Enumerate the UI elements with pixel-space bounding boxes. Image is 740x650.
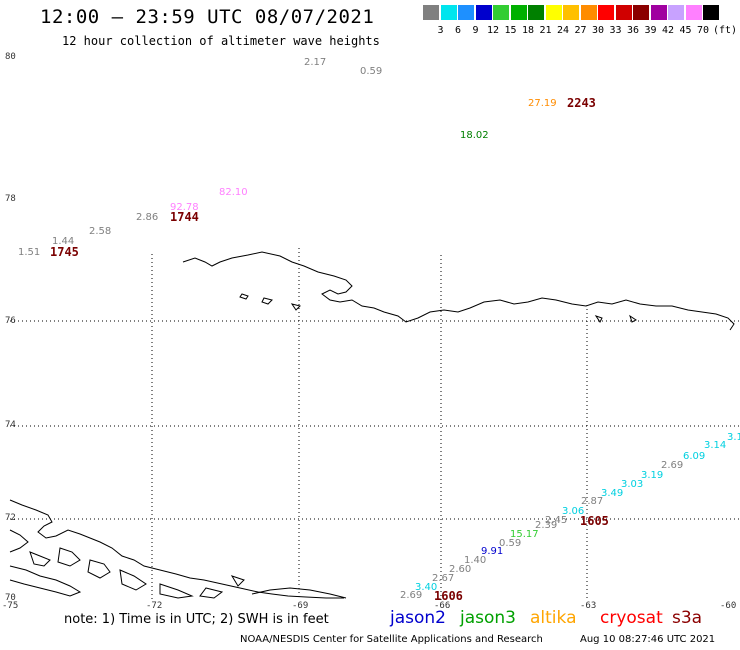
- color-bar-label: 45: [679, 25, 692, 36]
- color-bar-label: 30: [591, 25, 605, 36]
- color-bar-label: 6: [454, 25, 462, 36]
- color-swatch: [633, 5, 649, 20]
- color-swatch: [563, 5, 579, 20]
- legend-jason2: jason2: [390, 608, 446, 628]
- wave-height-label: 6.09: [683, 451, 706, 462]
- wave-height-label: 15.17: [510, 529, 539, 540]
- legend-cryosat: cryosat: [600, 608, 663, 628]
- lat-label-80: 80: [5, 52, 16, 62]
- wave-height-label: 3.06: [562, 506, 585, 517]
- wave-height-label: 0.59: [499, 538, 522, 549]
- footer-credit: NOAA/NESDIS Center for Satellite Applica…: [240, 634, 543, 645]
- color-bar-label: 9: [472, 25, 479, 36]
- wave-height-label: 3.14: [704, 440, 727, 451]
- lat-label-70: 70: [5, 593, 16, 603]
- legend-jason3: jason3: [460, 608, 516, 628]
- color-bar-label: 15: [504, 25, 517, 36]
- color-swatch: [685, 5, 702, 20]
- lon-label-minus72: -72: [146, 601, 163, 611]
- time-tag: 1745: [50, 245, 79, 259]
- wave-height-label: 82.10: [219, 187, 248, 198]
- color-swatch: [528, 5, 544, 20]
- color-bar-label: 39: [644, 25, 657, 36]
- color-bar-label: 70: [696, 25, 710, 36]
- wave-height-label: 1.40: [464, 555, 487, 566]
- color-bar-label: 3: [437, 25, 444, 36]
- color-swatch: [650, 5, 667, 20]
- wave-height-label: 2.17: [304, 57, 327, 68]
- wave-height-label: 2.69: [661, 460, 684, 471]
- wave-height-label: 2.39: [535, 520, 558, 531]
- legend-altika: altika: [530, 608, 577, 628]
- graticule: [10, 248, 740, 600]
- wave-height-label: 2.67: [432, 573, 455, 584]
- wave-height-label: 2.69: [400, 590, 423, 601]
- wave-height-label: 1.44: [52, 236, 75, 247]
- color-bar-label: 36: [626, 25, 640, 36]
- wave-height-label: 2.45: [545, 515, 568, 526]
- color-bar-label: 18: [521, 25, 535, 36]
- color-bar-label: 27: [574, 25, 587, 36]
- time-tag: 1605: [580, 514, 609, 528]
- coastline-baffin: [9, 499, 347, 599]
- color-swatch: [545, 5, 562, 20]
- wave-height-label: 3.40: [415, 582, 438, 593]
- wave-height-label: 18.02: [460, 130, 489, 141]
- wave-height-label: 1.51: [18, 247, 41, 258]
- lat-label-76: 76: [5, 316, 16, 326]
- wave-height-label: 92.78: [170, 202, 199, 213]
- time-tag: 1606: [434, 589, 463, 603]
- color-bar-label: 24: [556, 25, 570, 36]
- wave-height-label: 2.86: [136, 212, 159, 223]
- color-swatch: [440, 5, 457, 20]
- wave-height-label: 3.03: [621, 479, 644, 490]
- lon-label-minus66: -66: [434, 601, 451, 611]
- lat-label-72: 72: [5, 513, 16, 523]
- lon-label-minus60: -60: [720, 601, 737, 611]
- legend-s3a: s3a: [672, 608, 703, 628]
- lon-label-minus63: -63: [580, 601, 597, 611]
- lat-label-78: 78: [5, 194, 16, 204]
- wave-height-label: 27.19: [528, 98, 557, 109]
- legend-note: note: 1) Time is in UTC; 2) SWH is in fe…: [64, 612, 329, 627]
- color-swatch: [580, 5, 597, 20]
- color-swatch: [423, 5, 439, 20]
- color-swatch: [615, 5, 632, 20]
- page-title: 12:00 – 23:59 UTC 08/07/2021: [40, 6, 375, 28]
- lat-label-74: 74: [5, 420, 16, 430]
- color-bar-label: 42: [661, 25, 675, 36]
- wave-height-label: 2.60: [449, 564, 472, 575]
- time-tag: 2243: [567, 96, 596, 110]
- color-swatch: [598, 5, 614, 20]
- lon-label-minus75: -75: [2, 601, 19, 611]
- wave-height-label: 2.58: [89, 226, 112, 237]
- wave-height-label: 0.59: [360, 66, 383, 77]
- time-tag: 1744: [170, 210, 199, 224]
- color-bar-label: 12: [486, 25, 500, 36]
- wave-height-label: 9.91: [481, 546, 504, 557]
- color-swatch: [668, 5, 684, 20]
- wave-height-label: 3.49: [601, 488, 624, 499]
- color-bar-label: 33: [609, 25, 622, 36]
- color-swatch: [493, 5, 509, 20]
- color-bar-unit: (ft): [713, 25, 738, 36]
- wave-height-label: 2.87: [581, 496, 604, 507]
- footer-timestamp: Aug 10 08:27:46 UTC 2021: [580, 634, 716, 645]
- wave-height-label: 3.1: [727, 432, 740, 443]
- coastline-greenland: [182, 251, 735, 331]
- color-swatch: [475, 5, 492, 20]
- color-swatch: [510, 5, 527, 20]
- color-swatch: [703, 5, 719, 20]
- wave-height-label: 3.19: [641, 470, 664, 481]
- lon-label-minus69: -69: [292, 601, 309, 611]
- page-subtitle: 12 hour collection of altimeter wave hei…: [62, 34, 380, 48]
- color-bar-label: 21: [539, 25, 552, 36]
- color-swatch: [458, 5, 474, 20]
